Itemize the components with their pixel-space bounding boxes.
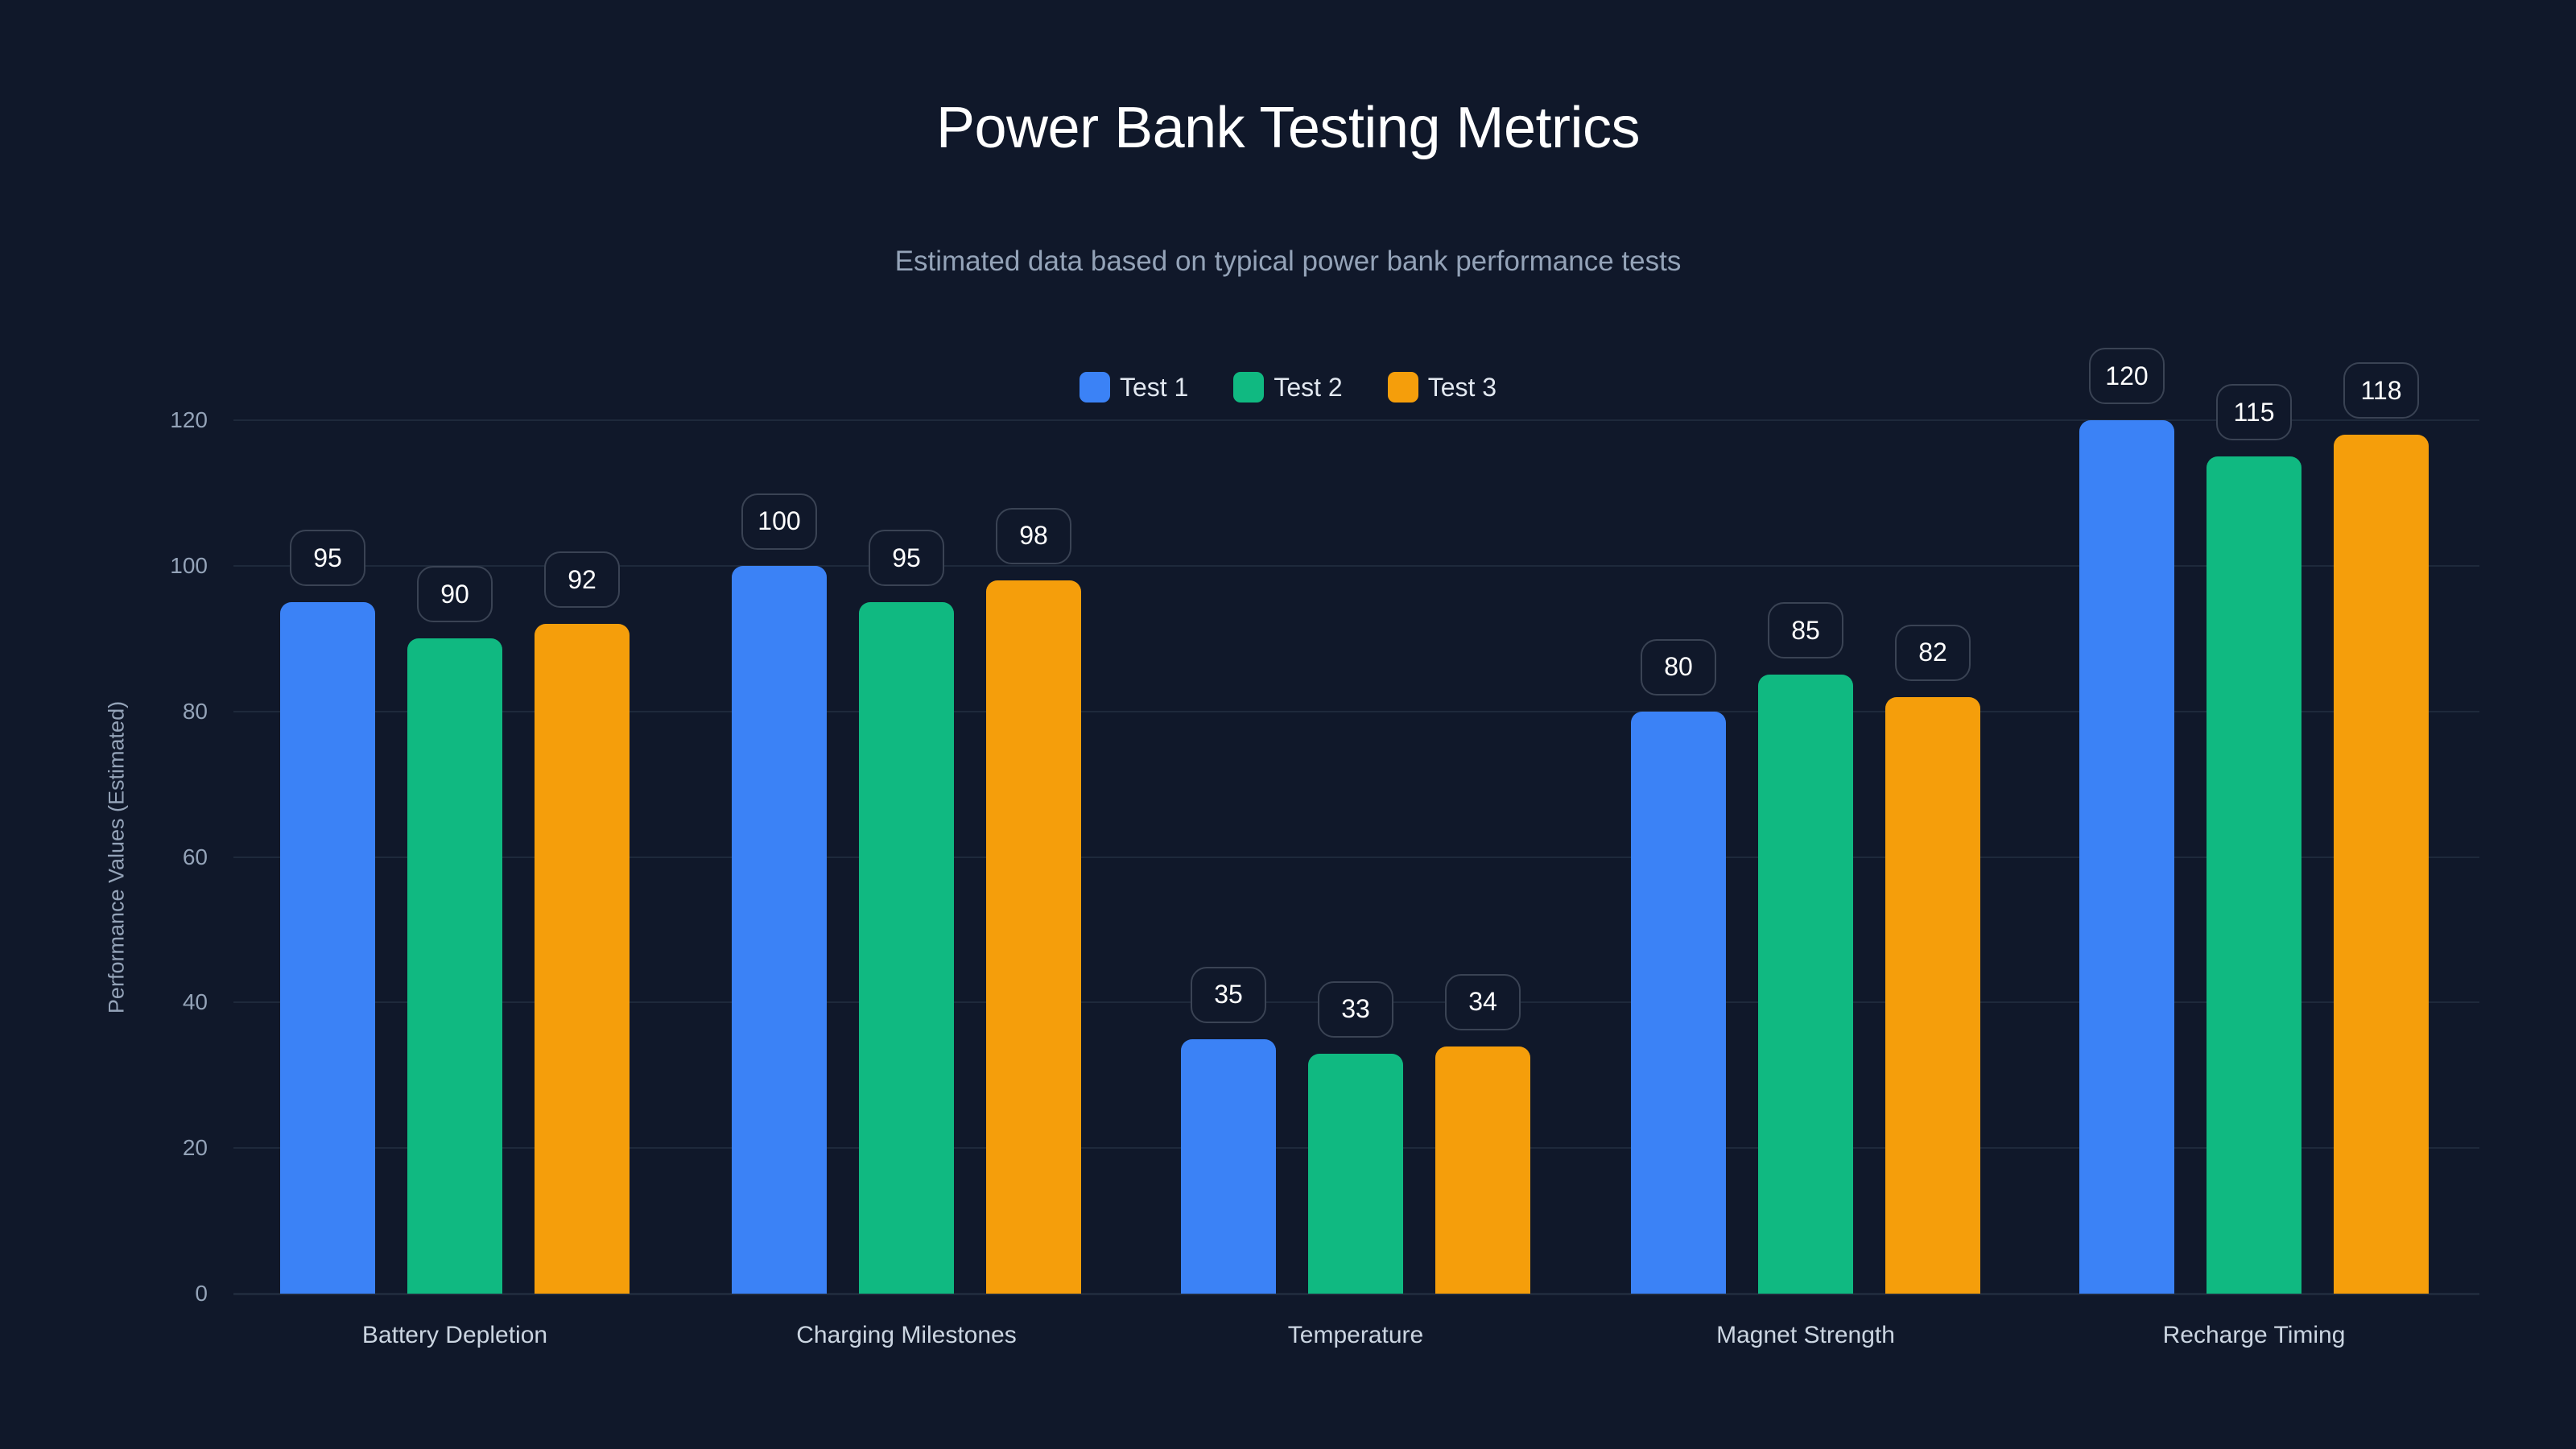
y-tick-label: 20 bbox=[182, 1135, 208, 1161]
legend-item-test-2[interactable]: Test 2 bbox=[1233, 372, 1343, 402]
x-axis-baseline bbox=[233, 1293, 2479, 1295]
data-label: 120 bbox=[2089, 348, 2165, 404]
data-label: 92 bbox=[544, 551, 620, 609]
bar-test-2-magnet-strength[interactable] bbox=[1758, 675, 1853, 1294]
data-label: 82 bbox=[1895, 624, 1971, 681]
chart-title: Power Bank Testing Metrics bbox=[935, 96, 1641, 160]
x-tick-label: Charging Milestones bbox=[796, 1322, 1017, 1348]
legend-label: Test 1 bbox=[1119, 372, 1189, 402]
data-label: 118 bbox=[2343, 362, 2419, 419]
x-tick-label: Battery Depletion bbox=[361, 1322, 548, 1348]
bar-test-3-magnet-strength[interactable] bbox=[1885, 696, 1980, 1294]
chart-subtitle: Estimated data based on typical power ba… bbox=[894, 246, 1682, 277]
bar-test-3-battery-depletion[interactable] bbox=[535, 624, 630, 1294]
data-label: 95 bbox=[869, 530, 944, 587]
data-label: 100 bbox=[741, 493, 817, 550]
bar-test-1-battery-depletion[interactable] bbox=[280, 602, 375, 1294]
bar-test-1-charging-milestones[interactable] bbox=[732, 565, 827, 1294]
gridline bbox=[233, 564, 2479, 567]
bar-test-1-magnet-strength[interactable] bbox=[1631, 711, 1726, 1294]
legend-label: Test 2 bbox=[1274, 372, 1343, 402]
bar-test-2-battery-depletion[interactable] bbox=[407, 638, 502, 1294]
bar-test-2-recharge-timing[interactable] bbox=[2207, 456, 2301, 1294]
data-label: 115 bbox=[2216, 384, 2292, 441]
y-tick-label: 60 bbox=[182, 844, 208, 869]
legend: Test 1 Test 2 Test 3 bbox=[0, 372, 2576, 402]
data-label: 34 bbox=[1445, 973, 1521, 1030]
y-tick-label: 80 bbox=[182, 698, 208, 724]
y-tick-label: 100 bbox=[170, 552, 208, 578]
data-label: 95 bbox=[290, 530, 365, 587]
gridline bbox=[233, 710, 2479, 712]
bar-test-1-recharge-timing[interactable] bbox=[2079, 420, 2174, 1294]
gridline bbox=[233, 856, 2479, 858]
data-label: 33 bbox=[1318, 980, 1393, 1038]
legend-label: Test 3 bbox=[1427, 372, 1497, 402]
legend-swatch-icon bbox=[1387, 372, 1418, 402]
data-label: 85 bbox=[1768, 602, 1843, 659]
legend-swatch-icon bbox=[1079, 372, 1110, 402]
y-tick-label: 120 bbox=[170, 407, 208, 432]
data-label: 98 bbox=[996, 507, 1071, 564]
y-axis-title: Performance Values (Estimated) bbox=[104, 700, 129, 1014]
y-tick-label: 0 bbox=[195, 1281, 208, 1306]
y-tick-label: 40 bbox=[182, 989, 208, 1015]
data-label: 90 bbox=[417, 566, 493, 623]
x-tick-label: Recharge Timing bbox=[2162, 1322, 2346, 1348]
bar-test-1-temperature[interactable] bbox=[1181, 1038, 1276, 1294]
legend-item-test-1[interactable]: Test 1 bbox=[1079, 372, 1189, 402]
bar-test-2-charging-milestones[interactable] bbox=[859, 602, 954, 1294]
bar-test-3-recharge-timing[interactable] bbox=[2334, 435, 2429, 1294]
bar-test-2-temperature[interactable] bbox=[1308, 1053, 1403, 1294]
bar-test-3-temperature[interactable] bbox=[1435, 1046, 1530, 1294]
data-label: 80 bbox=[1641, 638, 1716, 696]
x-tick-label: Temperature bbox=[1287, 1322, 1424, 1348]
bar-test-3-charging-milestones[interactable] bbox=[986, 580, 1081, 1294]
gridline bbox=[233, 419, 2479, 421]
x-tick-label: Magnet Strength bbox=[1716, 1322, 1895, 1348]
data-label: 35 bbox=[1191, 966, 1266, 1023]
legend-swatch-icon bbox=[1233, 372, 1265, 402]
legend-item-test-3[interactable]: Test 3 bbox=[1387, 372, 1497, 402]
